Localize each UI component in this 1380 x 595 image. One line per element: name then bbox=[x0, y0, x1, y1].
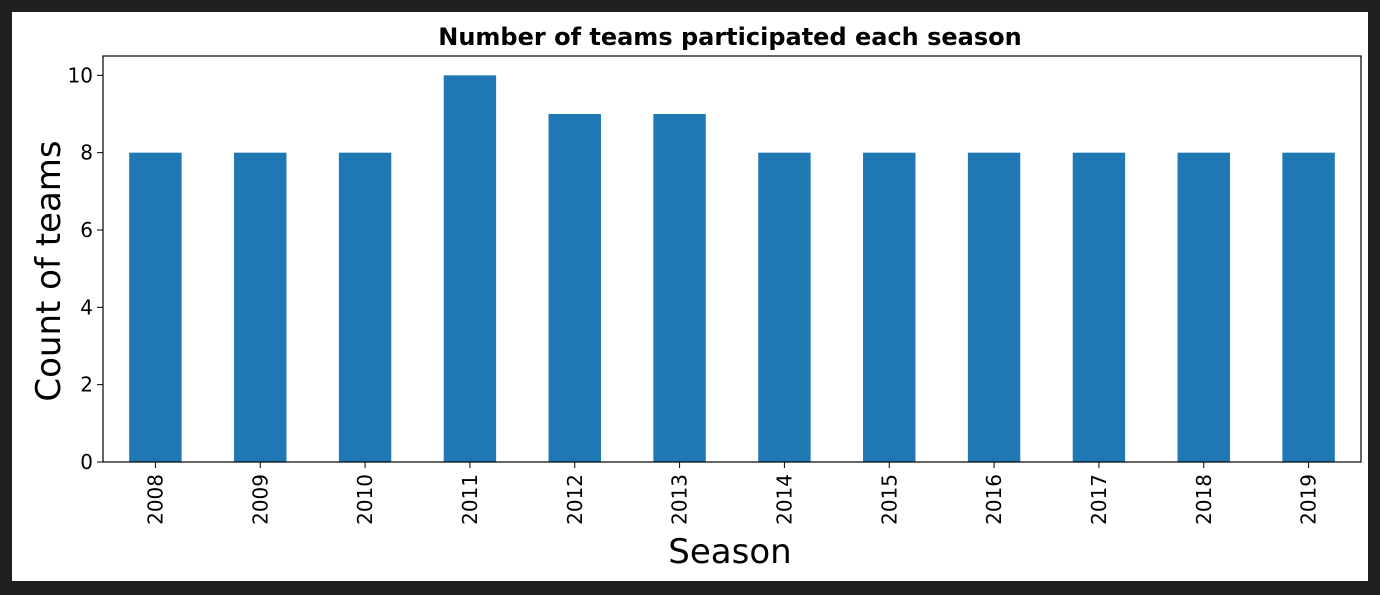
y-tick-label: 0 bbox=[80, 450, 93, 474]
y-tick-label: 2 bbox=[80, 373, 93, 397]
x-tick-label: 2010 bbox=[353, 474, 377, 525]
x-tick-label: 2008 bbox=[143, 474, 167, 525]
bar-2019 bbox=[1282, 152, 1335, 462]
y-axis: 0 2 4 6 8 10 bbox=[68, 63, 103, 474]
x-axis-label: Season bbox=[668, 532, 791, 572]
x-tick-label: 2017 bbox=[1087, 474, 1111, 525]
y-tick-label: 8 bbox=[80, 141, 93, 165]
x-tick-label: 2016 bbox=[982, 474, 1006, 525]
x-tick-label: 2009 bbox=[248, 474, 272, 525]
bars-group bbox=[129, 75, 1335, 463]
x-axis: 2008 2009 2010 2011 2012 2013 2014 2015 2016 2017… bbox=[143, 462, 1321, 525]
chart-title: Number of teams participated each season bbox=[438, 23, 1022, 51]
y-tick-label: 6 bbox=[80, 218, 93, 242]
bar-2008 bbox=[129, 152, 182, 462]
y-axis-label: Count of teams bbox=[29, 140, 69, 401]
bar-2009 bbox=[234, 152, 287, 462]
chart-figure: Number of teams participated each season… bbox=[12, 12, 1368, 581]
bar-2015 bbox=[863, 152, 916, 462]
x-tick-label: 2012 bbox=[563, 474, 587, 525]
x-tick-label: 2015 bbox=[877, 474, 901, 525]
y-tick-label: 10 bbox=[68, 63, 93, 87]
plot-frame bbox=[102, 55, 1362, 463]
bar-2010 bbox=[338, 152, 392, 462]
bar-2016 bbox=[967, 152, 1021, 462]
bar-2011 bbox=[443, 75, 497, 463]
bar-2014 bbox=[758, 152, 811, 462]
x-tick-label: 2014 bbox=[772, 474, 796, 525]
x-tick-label: 2011 bbox=[458, 474, 482, 525]
bar-2012 bbox=[548, 114, 601, 462]
x-tick-label: 2019 bbox=[1297, 474, 1321, 525]
bar-2018 bbox=[1177, 152, 1230, 462]
y-tick-label: 4 bbox=[80, 295, 93, 319]
x-tick-label: 2018 bbox=[1192, 474, 1216, 525]
bar-2013 bbox=[653, 114, 706, 462]
x-tick-label: 2013 bbox=[668, 474, 692, 525]
bar-chart: Number of teams participated each season… bbox=[29, 23, 1362, 572]
bar-2017 bbox=[1072, 152, 1126, 462]
